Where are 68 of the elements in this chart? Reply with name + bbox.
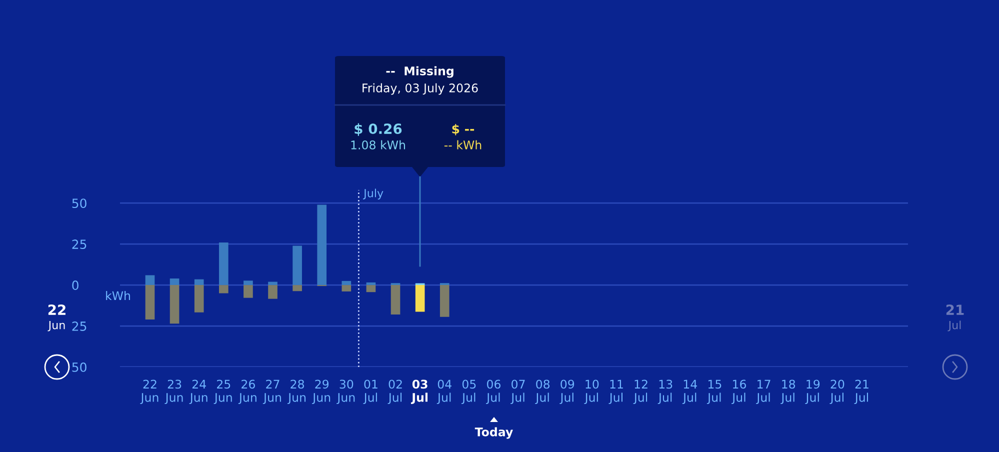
x-tick-label: 25 Jun [214, 380, 232, 404]
x-tick-label: 29 Jun [312, 380, 330, 404]
x-tick-label: 15 Jul [706, 380, 722, 404]
bar [317, 204, 327, 286]
x-tick-label: 08 Jul [535, 380, 550, 404]
bar [268, 282, 278, 286]
text: 22 Jun [48, 304, 66, 332]
bar [292, 246, 302, 286]
x-tick-label: 23 Jun [164, 380, 183, 404]
bar [244, 280, 253, 286]
y-tick-label: 50 [72, 362, 86, 372]
text: Today [474, 427, 513, 439]
x-tick-label: 27 Jun [262, 380, 281, 404]
x-tick-label: 06 Jul [486, 380, 500, 404]
x-tick-label: 30 Jun [336, 380, 355, 404]
x-tick-label: 20 Jul [830, 380, 844, 404]
x-tick-label: 13 Jul [658, 380, 672, 404]
bar [268, 285, 278, 299]
bar [390, 285, 400, 315]
text: $ -- [452, 124, 474, 136]
y-tick-label: 50 [72, 198, 86, 208]
x-tick-label: 09 Jul [560, 380, 574, 404]
x-tick-label: 24 Jun [189, 380, 208, 404]
x-tick-label: 02 Jul [388, 380, 402, 404]
text: -- Missing [386, 66, 454, 78]
x-tick-label: 28 Jun [287, 380, 306, 404]
bar [342, 285, 352, 292]
y-tick-label: 25 [72, 322, 86, 331]
text: 21 Jul [946, 304, 964, 332]
x-tick-label: 05 Jul [461, 380, 476, 404]
x-tick-label: 10 Jul [584, 380, 599, 404]
bar [145, 285, 155, 320]
y-tick-label: 0 [72, 280, 78, 290]
x-tick-label: 12 Jul [633, 380, 648, 404]
x-tick-label: 04 Jul [436, 380, 452, 404]
y-axis-title: kWh [106, 291, 130, 300]
x-tick-label: 21 Jul [854, 380, 868, 404]
ref-line-label: July [363, 188, 384, 200]
y-tick-label: 25 [72, 240, 86, 250]
bar [170, 285, 180, 324]
x-tick-label: 11 Jul [608, 380, 623, 404]
bar [218, 242, 228, 286]
bar [194, 285, 204, 312]
text: Friday, 03 July 2026 [362, 83, 478, 95]
x-tick-label: 18 Jul [780, 380, 796, 404]
x-tick-label: 16 Jul [732, 380, 746, 404]
x-tick-label: 14 Jul [682, 380, 697, 404]
bar [244, 285, 253, 298]
bar [194, 279, 204, 286]
x-tick-label: 26 Jun [238, 380, 256, 404]
x-tick-label: 07 Jul [510, 380, 525, 404]
bar [440, 285, 450, 317]
x-tick-label: 01 Jul [363, 380, 378, 404]
bar [415, 285, 425, 312]
bar [218, 285, 228, 294]
x-tick-label: 17 Jul [756, 380, 770, 404]
bar [366, 282, 376, 286]
x-tick-label: 19 Jul [805, 380, 820, 404]
text: 1.08 kWh [351, 140, 406, 150]
bar [145, 275, 155, 286]
bar [292, 285, 302, 292]
bar [366, 285, 376, 292]
x-tick-label: 22 Jun [140, 380, 158, 404]
text: -- kWh [444, 140, 482, 150]
x-tick-label: 03 Jul [410, 380, 428, 404]
text: $ 0.26 [354, 123, 402, 136]
bar [342, 280, 352, 286]
bar [170, 278, 180, 286]
